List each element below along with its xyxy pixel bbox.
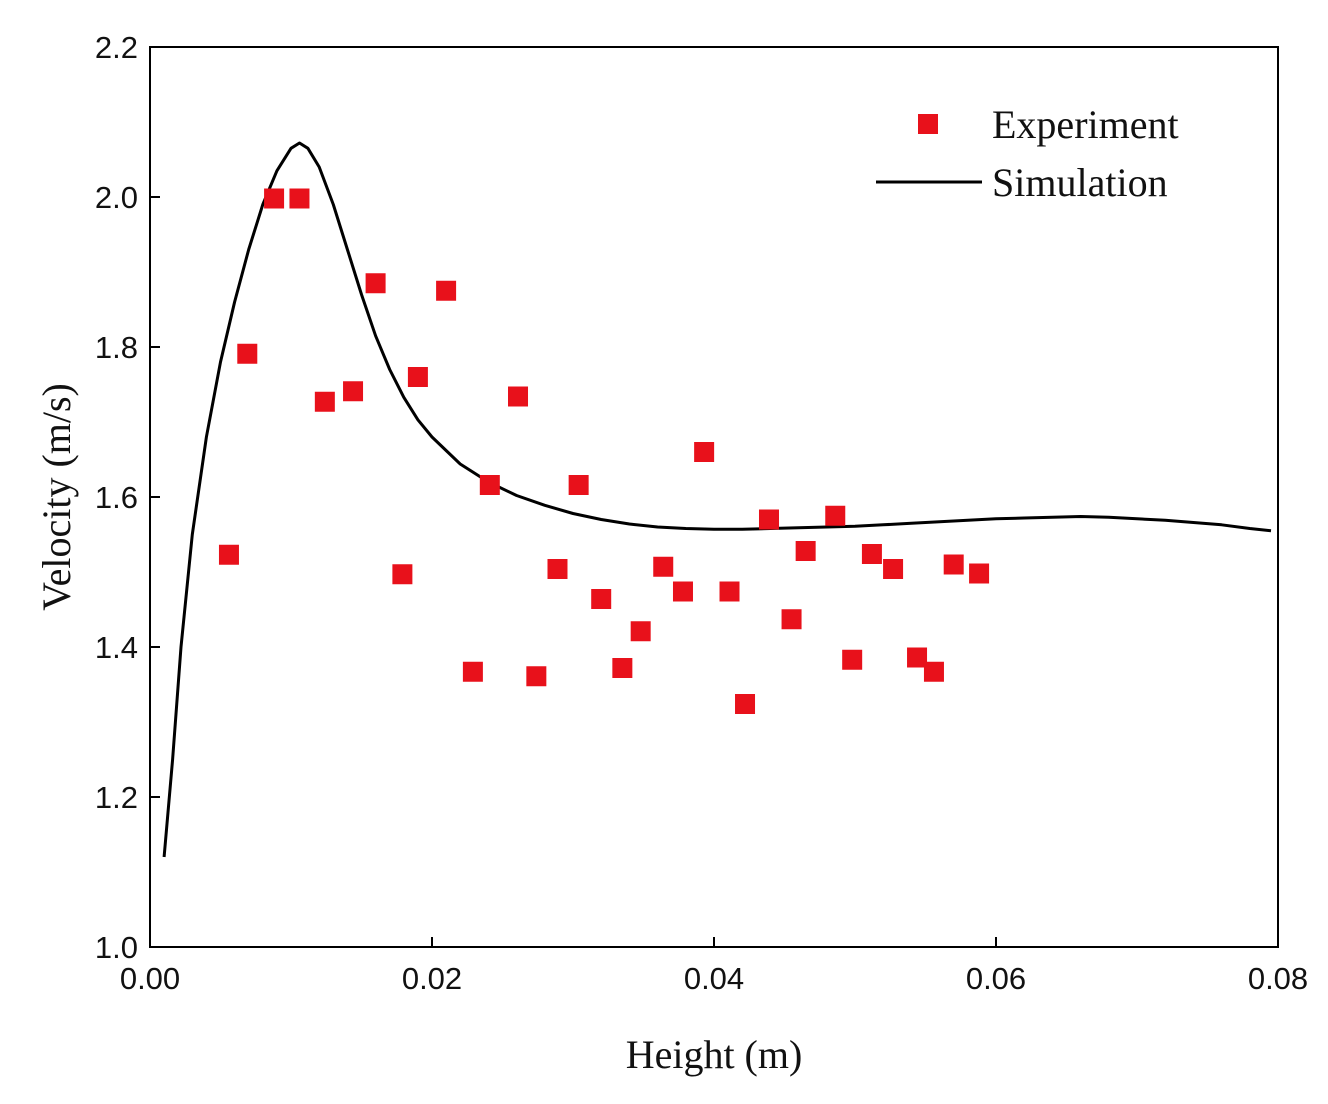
y-tick-label: 1.6 <box>95 480 138 515</box>
experiment-point <box>943 554 964 575</box>
experiment-point <box>672 581 693 602</box>
experiment-point <box>735 694 756 714</box>
experiment-point <box>392 564 413 585</box>
experiment-point <box>568 475 589 495</box>
legend-simulation-label: Simulation <box>992 160 1168 205</box>
experiment-point <box>907 647 928 668</box>
experiment-series <box>218 188 990 714</box>
experiment-point <box>719 581 740 602</box>
y-axis-ticks: 1.0 1.2 1.4 1.6 1.8 2.0 2.2 <box>95 30 160 965</box>
experiment-point <box>630 621 651 642</box>
experiment-point <box>479 475 500 495</box>
experiment-point <box>825 505 846 526</box>
simulation-series <box>162 141 1272 858</box>
x-tick-label: 0.06 <box>966 961 1026 996</box>
experiment-point <box>883 559 904 579</box>
y-tick-label: 1.8 <box>95 330 138 365</box>
experiment-point <box>842 649 863 670</box>
x-tick-label: 0.02 <box>402 961 462 996</box>
y-tick-label: 1.4 <box>95 630 138 665</box>
experiment-point <box>758 509 779 530</box>
legend-experiment-label: Experiment <box>992 102 1179 147</box>
x-axis-title: Height (m) <box>626 1032 803 1077</box>
experiment-point <box>969 563 990 584</box>
experiment-point <box>289 188 310 209</box>
experiment-point <box>264 188 285 209</box>
experiment-point <box>547 559 568 579</box>
experiment-point <box>653 556 674 577</box>
y-tick-label: 1.2 <box>95 780 138 815</box>
simulation-line <box>162 141 1272 858</box>
y-tick-label: 2.2 <box>95 30 138 65</box>
experiment-point <box>343 381 364 402</box>
experiment-point <box>365 273 386 294</box>
experiment-point <box>526 666 547 687</box>
experiment-point <box>436 280 457 301</box>
experiment-point <box>508 386 529 407</box>
experiment-point <box>591 589 612 609</box>
y-axis-title: Velocity (m/s) <box>34 383 79 611</box>
experiment-point <box>861 544 882 564</box>
experiment-point <box>612 658 633 678</box>
experiment-point <box>218 544 239 565</box>
x-tick-label: 0.04 <box>684 961 744 996</box>
experiment-point <box>694 442 715 462</box>
legend-experiment-marker <box>918 114 938 134</box>
experiment-point <box>923 661 944 682</box>
experiment-point <box>237 343 258 364</box>
y-tick-label: 2.0 <box>95 180 138 215</box>
experiment-point <box>407 367 428 387</box>
experiment-point <box>314 391 335 412</box>
legend: Experiment Simulation <box>876 102 1179 205</box>
x-tick-label: 0.00 <box>120 961 180 996</box>
x-tick-label: 0.08 <box>1248 961 1308 996</box>
experiment-point <box>795 541 816 561</box>
experiment-point <box>781 609 802 630</box>
x-axis-ticks: 0.00 0.02 0.04 0.06 0.08 <box>120 937 1308 996</box>
experiment-point <box>462 661 483 682</box>
y-tick-label: 1.0 <box>95 930 138 965</box>
